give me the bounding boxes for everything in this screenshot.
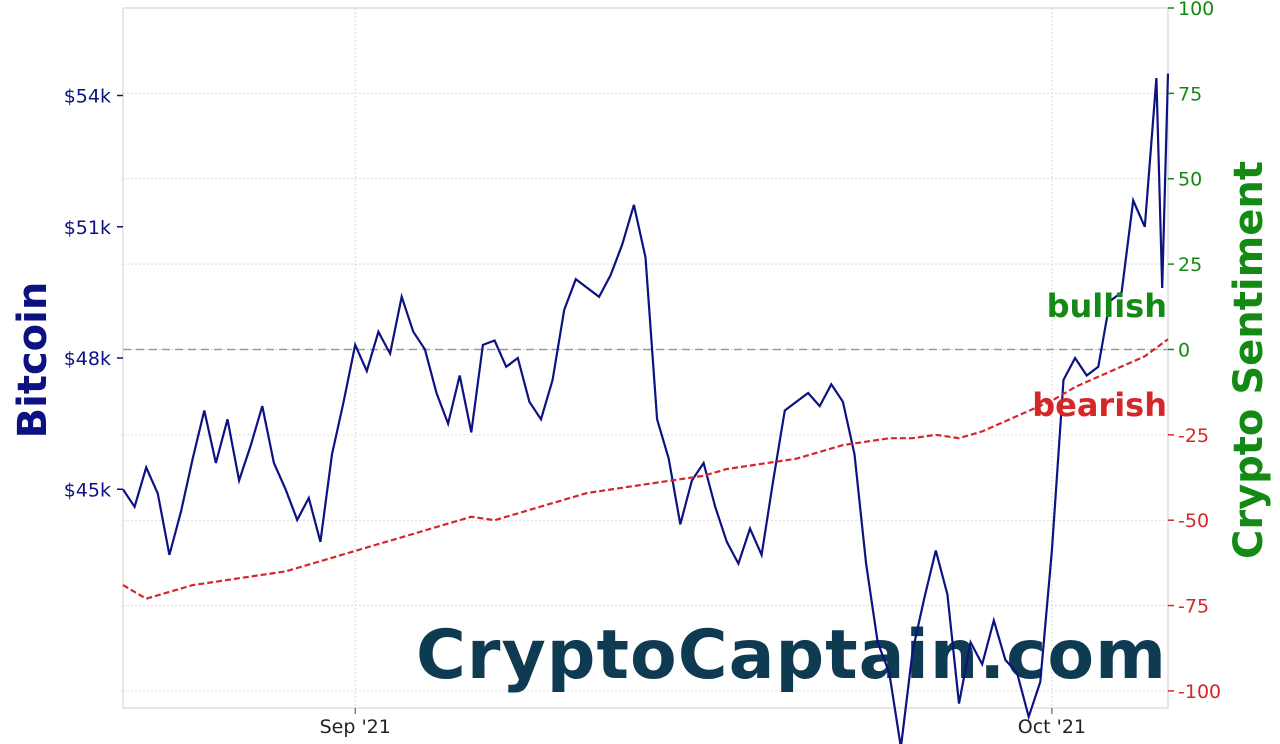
left-tick-label: $51k <box>64 217 111 239</box>
left-tick-label: $45k <box>64 479 111 501</box>
right-axis-title: Crypto Sentiment <box>1226 161 1272 559</box>
x-axis-ticks: Sep '21 Oct '21 <box>320 708 1086 738</box>
grid <box>123 7 1168 708</box>
left-tick-label: $48k <box>64 348 111 370</box>
right-tick-label: 50 <box>1178 169 1202 191</box>
bullish-label: bullish <box>1047 287 1167 325</box>
right-tick-label: -100 <box>1178 681 1221 703</box>
bearish-label: bearish <box>1032 386 1167 424</box>
right-tick-label: -75 <box>1178 596 1209 618</box>
watermark: CryptoCaptain.com <box>416 616 1167 695</box>
left-axis-ticks: $45k $48k $51k $54k <box>64 86 123 501</box>
right-tick-label: 0 <box>1178 339 1190 361</box>
x-tick-label: Sep '21 <box>320 716 391 738</box>
series-layer <box>122 73 1170 744</box>
right-tick-label: 75 <box>1178 83 1202 105</box>
sentiment-line <box>122 338 1169 600</box>
left-tick-label: $54k <box>64 86 111 108</box>
right-tick-label: -50 <box>1178 510 1209 532</box>
right-axis-ticks: 100 75 50 25 0 -25 -50 -75 -100 <box>1168 0 1221 703</box>
bitcoin-line <box>122 73 1170 744</box>
right-tick-label: 25 <box>1178 254 1202 276</box>
left-axis-title: Bitcoin <box>10 282 56 439</box>
right-tick-label: 100 <box>1178 0 1214 20</box>
x-tick-label: Oct '21 <box>1018 716 1086 738</box>
right-tick-label: -25 <box>1178 425 1209 447</box>
